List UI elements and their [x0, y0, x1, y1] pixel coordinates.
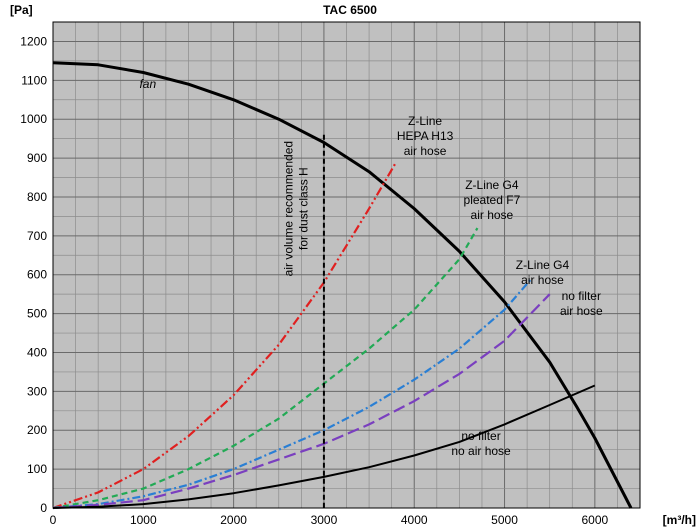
fan-curve-label: fan [139, 77, 156, 91]
series-line-4 [52, 277, 533, 510]
hepa-h13-label: air hose [404, 144, 447, 158]
x-tick-label: 2000 [220, 513, 247, 527]
grid [52, 21, 641, 509]
recommended-volume-label: for dust class H [296, 167, 310, 250]
hepa-h13-label: Z-Line [408, 114, 442, 128]
y-axis-label: [Pa] [10, 3, 33, 17]
series-line-5 [52, 293, 551, 510]
g4-air-hose-label: air hose [521, 273, 564, 287]
g4-pleated-f7-label: Z-Line G4 [465, 178, 519, 192]
y-tick-label: 900 [27, 151, 47, 165]
x-axis-label: [m³/h] [663, 513, 696, 527]
plot-frame [52, 21, 641, 509]
x-tick-label: 6000 [581, 513, 608, 527]
y-tick-label: 500 [27, 307, 47, 321]
no-filter-no-air-hose-label: no air hose [451, 444, 511, 458]
y-tick-label: 1000 [20, 112, 47, 126]
y-tick-label: 700 [27, 229, 47, 243]
x-tick-label: 5000 [491, 513, 518, 527]
g4-air-hose-label: Z-Line G4 [516, 258, 570, 272]
series-group [52, 61, 633, 510]
axes [52, 21, 641, 509]
x-tick-label: 4000 [401, 513, 428, 527]
no-filter-air-hose-label: no filter [562, 289, 601, 303]
series-line-3 [52, 227, 479, 510]
y-tick-label: 1100 [21, 73, 47, 87]
y-tick-label: 400 [27, 345, 47, 359]
series-line-6 [52, 384, 596, 509]
y-tick-label: 600 [27, 268, 47, 282]
y-tick-label: 0 [40, 501, 47, 515]
no-filter-air-hose-label: air hose [560, 304, 603, 318]
series-line-2 [52, 161, 398, 510]
y-tick-label: 800 [27, 190, 47, 204]
y-tick-label: 100 [27, 462, 47, 476]
y-tick-label: 200 [27, 423, 47, 437]
tick-labels: 0 1000 2000 3000 4000 5000 6000 0 100 200 300 400 50… [20, 34, 608, 527]
x-tick-label: 0 [50, 513, 57, 527]
y-tick-label: 1200 [20, 34, 47, 48]
g4-pleated-f7-label: air hose [471, 208, 514, 222]
g4-pleated-f7-label: pleated F7 [464, 193, 521, 207]
chart-title: TAC 6500 [323, 3, 377, 17]
recommended-volume-label: air volume recommended [281, 141, 295, 276]
x-tick-label: 3000 [311, 513, 338, 527]
x-tick-label: 1000 [130, 513, 157, 527]
hepa-h13-label: HEPA H13 [397, 129, 454, 143]
series-line-1 [52, 61, 633, 509]
y-tick-label: 300 [27, 384, 47, 398]
no-filter-no-air-hose-label: no filter [461, 429, 500, 443]
